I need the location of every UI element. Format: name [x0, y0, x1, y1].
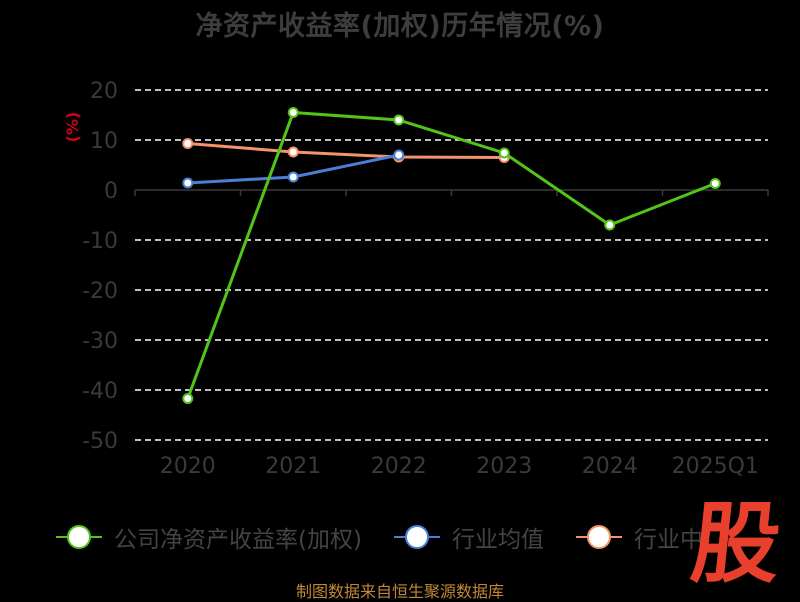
data-point [709, 178, 721, 189]
series-line [187, 142, 505, 159]
y-tick-label: 10 [90, 129, 118, 154]
x-tick-label: 2024 [582, 454, 638, 479]
data-point [287, 171, 299, 183]
data-point [182, 393, 194, 404]
y-tick-label: -30 [82, 329, 118, 354]
data-point [393, 114, 405, 126]
y-tick-label: 20 [90, 79, 118, 104]
chart-title: 净资产收益率(加权)历年情况(%) [195, 11, 605, 42]
legend-marker-icon [56, 525, 102, 549]
y-tick-label: -50 [82, 429, 118, 454]
legend-label: 行业均值 [451, 527, 544, 553]
x-tick-label: 2021 [265, 454, 321, 479]
x-tick-label: 2025Q1 [672, 454, 759, 479]
y-tick-label: -20 [82, 279, 118, 304]
legend-marker-icon [393, 525, 440, 549]
data-point [498, 147, 510, 159]
legend-item[interactable]: 行业中 [575, 520, 703, 554]
data-point [604, 219, 616, 231]
data-point [287, 107, 299, 118]
series-line [186, 111, 716, 400]
data-point [393, 149, 405, 161]
legend-item[interactable]: 公司净资产收益率(加权) [56, 520, 362, 554]
data-point [287, 146, 299, 158]
chart-legend: 公司净资产收益率(加权) 行业均值 行业中 [56, 520, 735, 554]
x-tick-label: 2022 [371, 454, 427, 479]
data-point [182, 177, 194, 189]
data-point [182, 138, 194, 149]
y-tick-label: -40 [82, 379, 118, 404]
legend-label: 公司净资产收益率(加权) [114, 527, 362, 553]
data-source-note: 制图数据来自恒生聚源数据库 [295, 582, 504, 601]
x-tick-label: 2020 [160, 454, 216, 479]
y-tick-label: 0 [104, 179, 118, 204]
legend-label: 行业中 [633, 527, 703, 553]
y-axis-label: (%) [63, 112, 82, 143]
legend-item[interactable]: 行业均值 [393, 520, 544, 554]
x-tick-label: 2023 [476, 454, 532, 479]
y-tick-label: -10 [82, 229, 118, 254]
brand-logo: 股 [686, 492, 786, 595]
legend-marker-icon [575, 525, 622, 549]
